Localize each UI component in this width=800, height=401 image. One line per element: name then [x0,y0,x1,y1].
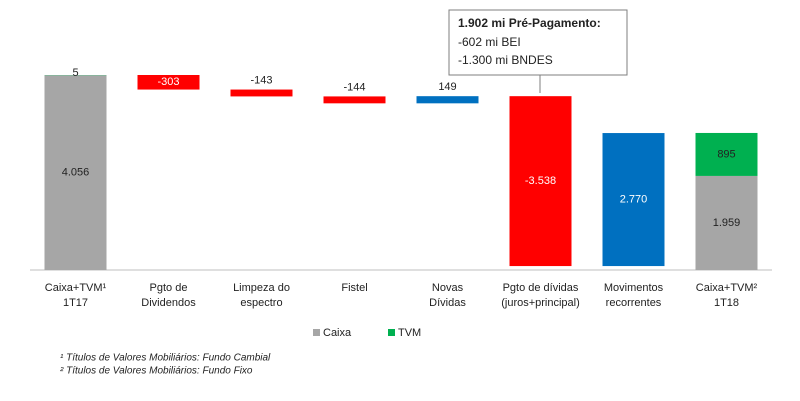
x-tick-label: 1T17 [63,297,88,309]
footnote: ¹ Títulos de Valores Mobiliários: Fundo … [60,353,271,364]
data-label: 4.056 [62,167,90,179]
data-label: 149 [438,81,456,93]
legend-swatch [388,329,395,336]
x-tick-label: recorrentes [606,297,662,309]
callout-box [448,9,628,76]
callout-title: 1.902 mi Pré-Pagamento: [458,16,601,30]
data-label: 895 [717,148,735,160]
x-tick-label: Caixa+TVM² [696,282,758,294]
data-label: -303 [157,76,179,88]
bar [416,96,479,104]
data-label: -3.538 [525,175,556,187]
legend-swatch [313,329,320,336]
bar [137,75,200,90]
x-tick-label: Caixa+TVM¹ [45,282,107,294]
bar [323,96,386,104]
callout-line: -602 mi BEI [458,35,521,49]
legend-label: Caixa [323,327,352,339]
bar [602,133,665,267]
x-tick-label: Pgto de [150,282,188,294]
data-label: 2.770 [620,193,648,205]
data-label: -143 [250,74,272,86]
bar-segment [44,75,107,271]
data-label: 5 [72,67,78,79]
bar [230,89,293,97]
x-tick-label: Dividendos [141,297,196,309]
x-tick-label: 1T18 [714,297,739,309]
data-label: -144 [343,81,365,93]
x-tick-label: Fistel [341,282,367,294]
x-tick-label: (juros+principal) [501,297,580,309]
bar-segment [695,132,758,176]
legend-label: TVM [398,327,421,339]
x-tick-label: Dívidas [429,297,466,309]
x-tick-label: espectro [240,297,282,309]
footnote: ² Títulos de Valores Mobiliários: Fundo … [60,366,253,377]
callout-line: -1.300 mi BNDES [458,53,553,67]
bar [509,96,572,267]
x-tick-label: Pgto de dívidas [503,282,579,294]
x-tick-label: Limpeza do [233,282,290,294]
bar-segment [695,175,758,270]
x-tick-label: Movimentos [604,282,664,294]
data-label: 1.959 [713,217,741,229]
x-tick-label: Novas [432,282,464,294]
